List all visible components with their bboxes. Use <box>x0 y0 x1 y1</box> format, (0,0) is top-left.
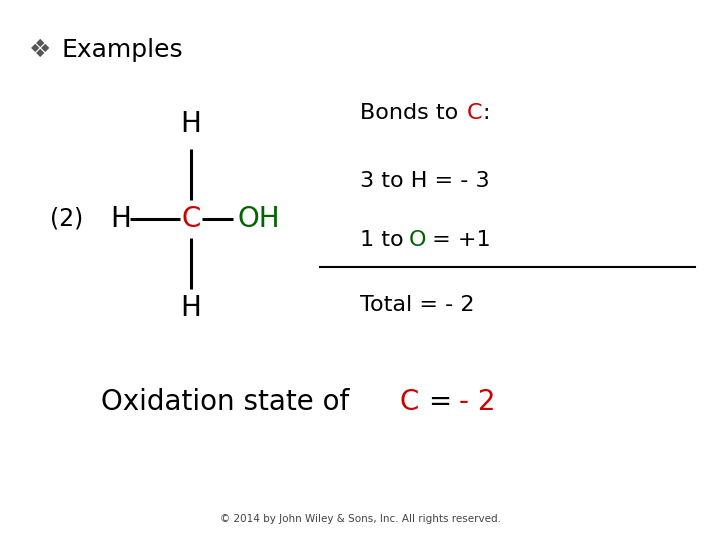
Text: OH: OH <box>238 205 280 233</box>
Text: C: C <box>467 103 482 124</box>
Text: Bonds to: Bonds to <box>360 103 465 124</box>
Text: C: C <box>400 388 419 416</box>
Text: Oxidation state of: Oxidation state of <box>101 388 358 416</box>
Text: =: = <box>420 388 461 416</box>
Text: C: C <box>181 205 200 233</box>
Text: © 2014 by John Wiley & Sons, Inc. All rights reserved.: © 2014 by John Wiley & Sons, Inc. All ri… <box>220 514 500 524</box>
Text: H: H <box>181 294 201 322</box>
Text: - 2: - 2 <box>459 388 495 416</box>
Text: = +1: = +1 <box>425 230 490 251</box>
Text: Examples: Examples <box>61 38 183 62</box>
Text: O: O <box>409 230 426 251</box>
Text: H: H <box>181 110 201 138</box>
Text: (2): (2) <box>50 207 84 231</box>
Text: Total = - 2: Total = - 2 <box>360 295 474 315</box>
Text: H: H <box>111 205 131 233</box>
Text: 1 to: 1 to <box>360 230 410 251</box>
Text: 3 to H = - 3: 3 to H = - 3 <box>360 171 490 191</box>
Text: :: : <box>482 103 490 124</box>
Text: ❖: ❖ <box>29 38 51 62</box>
